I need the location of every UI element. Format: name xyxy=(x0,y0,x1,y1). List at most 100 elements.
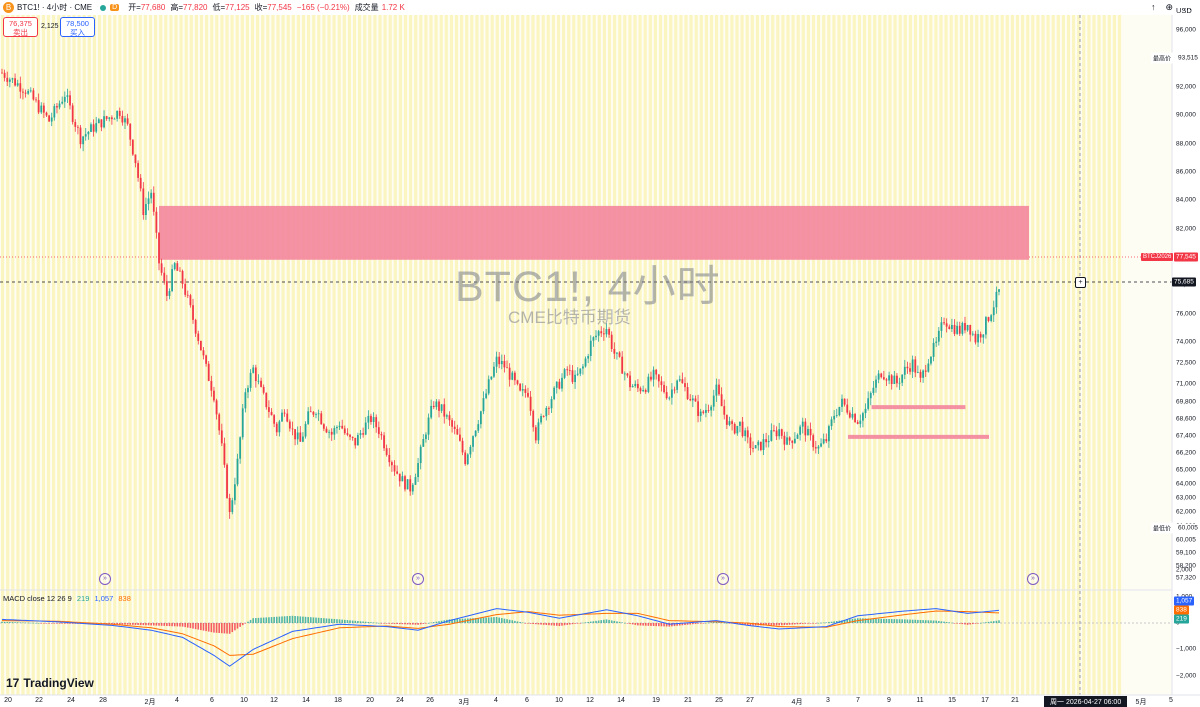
up-arrow-icon[interactable]: ↑ xyxy=(1150,2,1156,12)
session-band xyxy=(118,15,122,695)
macd-histogram-bar xyxy=(917,619,919,623)
session-band xyxy=(725,15,729,695)
currency-selector[interactable]: USD xyxy=(1176,6,1192,15)
macd-histogram-bar xyxy=(890,619,893,623)
macd-histogram-bar xyxy=(506,619,508,623)
candle-body xyxy=(561,377,563,389)
symbol-title[interactable]: BTC1! · 4小时 · CME xyxy=(17,3,93,12)
macd-histogram-bar xyxy=(351,620,354,623)
session-band xyxy=(301,15,306,695)
candle-body xyxy=(309,411,312,413)
buy-button[interactable]: 78,500 买入 xyxy=(60,17,95,37)
candle-body xyxy=(922,370,925,378)
macd-histogram-bar xyxy=(597,620,600,623)
macd-histogram-bar xyxy=(116,623,118,625)
x-tick-label: 19 xyxy=(652,697,660,704)
macd-histogram-bar xyxy=(676,623,678,626)
candle-body xyxy=(950,324,953,329)
candle-body xyxy=(364,422,367,435)
replay-marker-icon[interactable]: » xyxy=(99,573,111,585)
macd-histogram-bar xyxy=(770,623,773,626)
x-tick-label: 5 xyxy=(1169,697,1173,704)
tradingview-logo[interactable]: 17 TradingView xyxy=(6,676,94,690)
session-band xyxy=(633,15,637,695)
more-icon[interactable]: … xyxy=(1183,2,1192,12)
candle-body xyxy=(843,398,846,405)
candle-body xyxy=(14,78,16,86)
y-tick-label: 96,000 xyxy=(1176,26,1196,34)
candle-body xyxy=(213,390,215,401)
macd-histogram-bar xyxy=(171,623,173,627)
session-band xyxy=(745,15,749,695)
macd-legend[interactable]: MACD close 12 26 9 219 1,057 838 xyxy=(3,594,131,603)
candle-body xyxy=(584,358,587,367)
candle-body xyxy=(812,435,815,448)
candle-body xyxy=(684,383,686,388)
session-band xyxy=(857,15,861,695)
macd-histogram-bar xyxy=(940,621,943,623)
macd-histogram-bar xyxy=(796,623,799,625)
macd-signal-line xyxy=(2,610,1000,656)
magnifier-icon[interactable]: ⊕ xyxy=(1165,2,1173,12)
macd-histogram-bar xyxy=(660,623,663,627)
session-band xyxy=(709,15,714,695)
macd-histogram-bar xyxy=(469,618,472,623)
session-band xyxy=(1021,15,1025,695)
sell-button[interactable]: 76,375 卖出 xyxy=(3,17,38,37)
macd-histogram-bar xyxy=(461,618,464,623)
candle-body xyxy=(111,117,113,120)
candle-body xyxy=(945,323,948,327)
bitcoin-icon[interactable]: B xyxy=(3,2,14,13)
session-band xyxy=(572,15,576,695)
macd-histogram-bar xyxy=(414,623,417,625)
candle-body xyxy=(746,430,749,438)
macd-histogram-bar xyxy=(781,623,783,626)
candle-body xyxy=(411,484,414,492)
candle-body xyxy=(833,415,836,420)
candle-body xyxy=(652,369,655,380)
macd-histogram-bar xyxy=(919,620,922,623)
candle-body xyxy=(587,356,590,359)
candle-body xyxy=(657,374,660,382)
macd-histogram-bar xyxy=(166,623,168,626)
replay-marker-icon[interactable]: » xyxy=(412,573,424,585)
macd-histogram-bar xyxy=(903,619,906,623)
macd-histogram-bar xyxy=(592,621,595,623)
replay-marker-icon[interactable]: » xyxy=(1027,573,1039,585)
candle-body xyxy=(398,473,401,482)
macd-histogram-bar xyxy=(945,622,948,623)
candle-body xyxy=(79,127,82,145)
session-band xyxy=(266,15,270,695)
candle-body xyxy=(466,454,469,465)
session-band xyxy=(312,15,316,695)
macd-histogram-bar xyxy=(325,618,328,623)
macd-histogram-bar xyxy=(801,623,804,624)
macd-histogram-bar xyxy=(132,623,134,625)
session-band xyxy=(164,15,168,695)
macd-histogram-bar xyxy=(139,623,142,626)
macd-histogram-bar xyxy=(558,623,561,626)
crosshair-target-icon[interactable]: + xyxy=(1075,277,1086,288)
candle-body xyxy=(307,411,310,424)
candle-body xyxy=(744,430,747,437)
market-status-dot xyxy=(100,4,107,11)
candle-body xyxy=(964,322,966,331)
candle-body xyxy=(233,484,236,501)
candle-body xyxy=(356,435,359,446)
macd-histogram-bar xyxy=(992,621,995,623)
macd-histogram-bar xyxy=(333,619,336,623)
candle-body xyxy=(241,408,244,438)
candle-body xyxy=(479,411,482,425)
macd-histogram-bar xyxy=(618,621,621,623)
macd-histogram-bar xyxy=(317,617,320,623)
session-band xyxy=(439,15,443,695)
candle-body xyxy=(532,410,535,428)
session-band xyxy=(873,15,877,695)
candle-body xyxy=(616,352,618,354)
session-band xyxy=(169,15,173,695)
macd-histogram-bar xyxy=(186,623,189,628)
macd-histogram-bar xyxy=(383,623,385,624)
replay-marker-icon[interactable]: » xyxy=(717,573,729,585)
